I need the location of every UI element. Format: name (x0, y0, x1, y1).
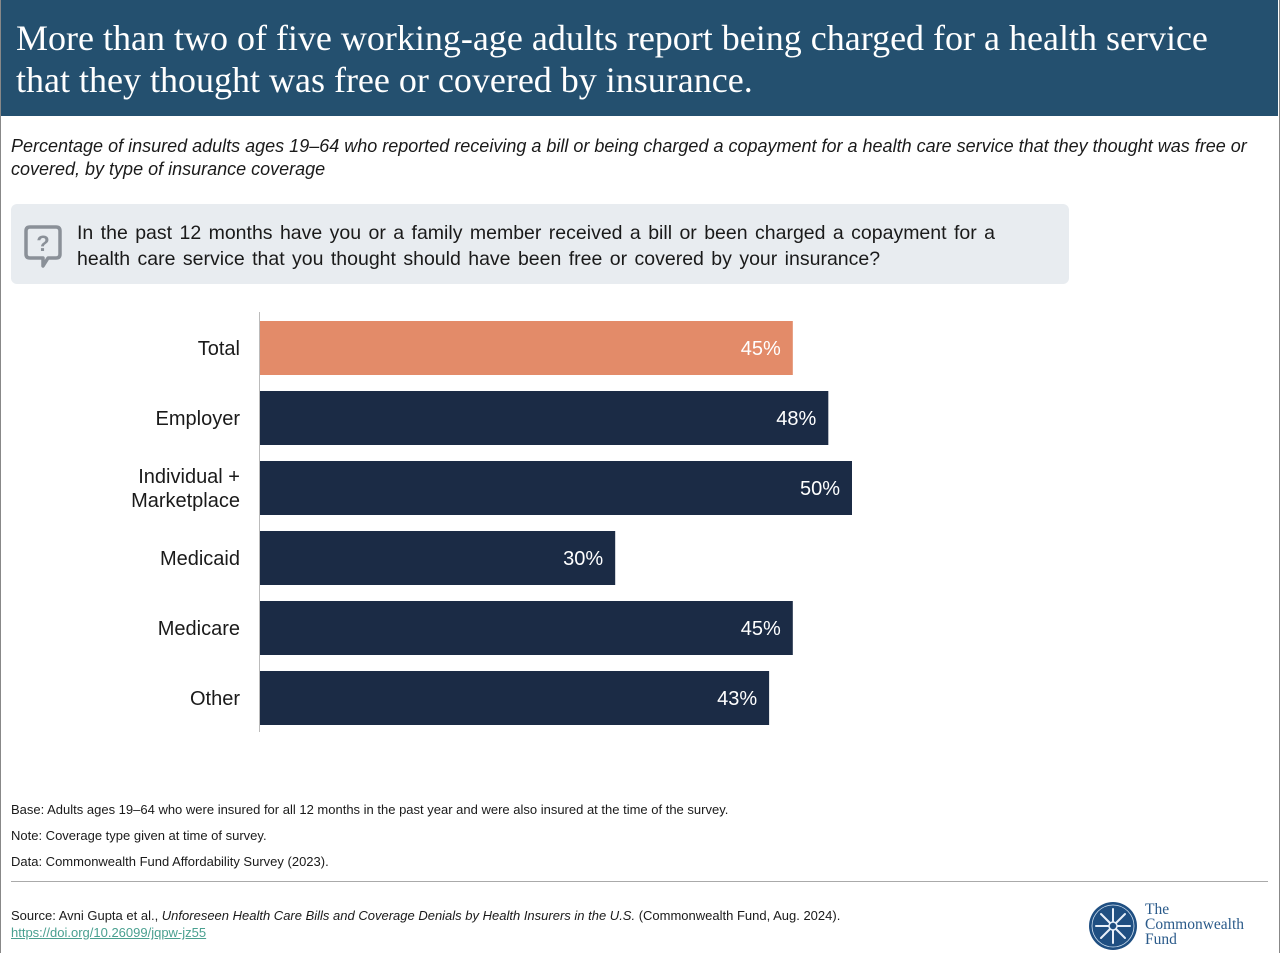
category-label: Total (198, 338, 240, 360)
category-label: Individual + Marketplace (131, 466, 240, 512)
survey-question-box: ? In the past 12 months have you or a fa… (11, 204, 1069, 284)
svg-text:?: ? (36, 231, 49, 256)
data-label: 45% (741, 338, 781, 360)
data-label: 30% (563, 548, 603, 570)
source-suffix: (Commonwealth Fund, Aug. 2024). (635, 908, 841, 923)
bar-medicare (260, 601, 793, 655)
category-label: Other (190, 688, 240, 710)
header: More than two of five working-age adults… (1, 0, 1278, 116)
base-note: Base: Adults ages 19–64 who were insured… (11, 802, 729, 817)
chart-subtitle: Percentage of insured adults ages 19–64 … (11, 136, 1247, 179)
bar-total (260, 321, 793, 375)
category-label: Employer (156, 408, 241, 430)
chart-notes: Base: Adults ages 19–64 who were insured… (11, 797, 728, 875)
data-label: 43% (717, 688, 757, 710)
category-label: Medicaid (160, 548, 240, 570)
bar-employer (260, 391, 829, 445)
commonwealth-fund-logo-icon (1089, 902, 1137, 950)
data-label: 50% (800, 478, 840, 500)
source-title: Unforeseen Health Care Bills and Coverag… (161, 908, 636, 923)
doi-link[interactable]: https://doi.org/10.26099/jqpw-jz55 (11, 925, 207, 940)
bar-medicaid (260, 531, 616, 585)
bar-individual-marketplace (260, 461, 852, 515)
data-label: 48% (776, 408, 816, 430)
bar-other (260, 671, 770, 725)
source-citation: Source: Avni Gupta et al., Unforeseen He… (11, 907, 840, 941)
logo-line-1: The (1145, 901, 1170, 918)
question-speech-bubble-icon: ? (24, 225, 62, 268)
data-label: 45% (741, 618, 781, 640)
survey-question-text: In the past 12 months have you or a fami… (77, 222, 995, 270)
category-label: Medicare (158, 618, 240, 640)
page-title: More than two of five working-age adults… (16, 18, 1208, 100)
coverage-note: Note: Coverage type given at time of sur… (11, 828, 267, 843)
logo-line-3: Fund (1145, 931, 1177, 948)
divider (11, 881, 1268, 882)
bar-chart: 45% Total 48% Employer 50% Individual + Market… (131, 312, 852, 732)
logo-line-2: Commonwealth (1145, 916, 1245, 933)
logo-text: The Commonwealth Fund (1145, 901, 1245, 948)
source-prefix: Source: Avni Gupta et al., (11, 908, 162, 923)
data-note: Data: Commonwealth Fund Affordability Su… (11, 854, 329, 869)
